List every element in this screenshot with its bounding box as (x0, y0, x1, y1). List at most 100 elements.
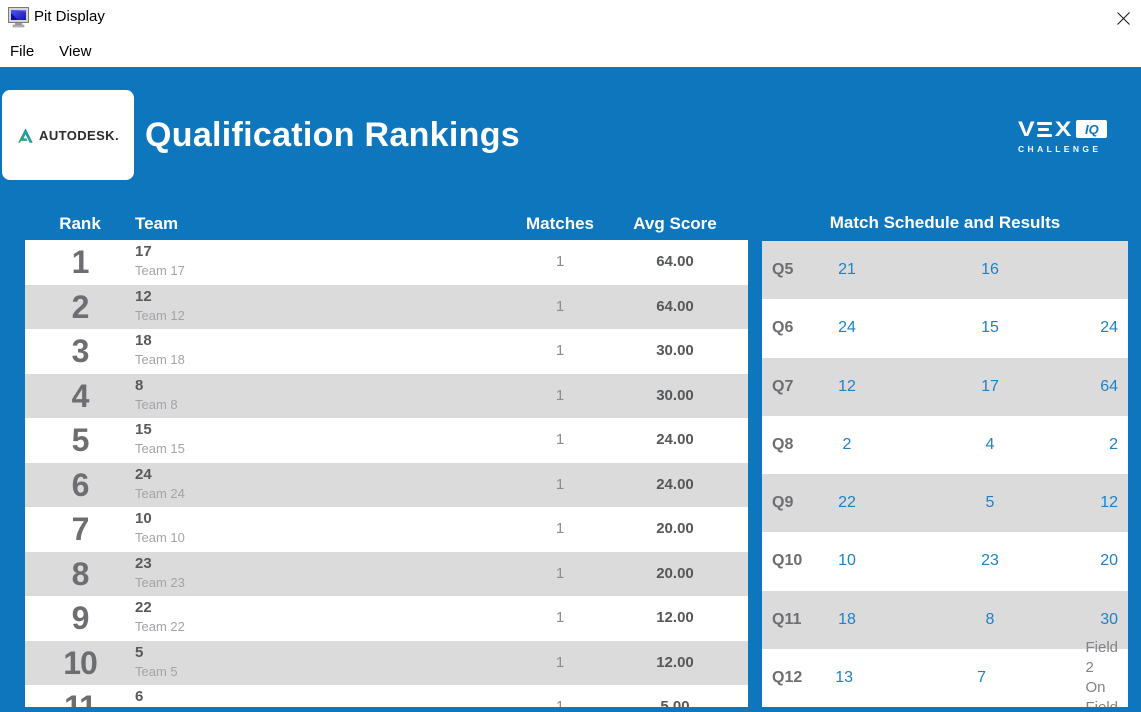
team-number: 10 (135, 510, 152, 527)
team-number: 15 (135, 421, 152, 438)
team-name: Team 22 (135, 619, 185, 634)
match-result-cell: 24 (1098, 299, 1128, 357)
rank-number: 5 (71, 422, 90, 458)
avg-score-value: 30.00 (656, 342, 694, 359)
match-score: 12 (1100, 494, 1118, 512)
team-cell: 8 Team 8 (135, 374, 505, 419)
match-score: 20 (1100, 552, 1118, 570)
ranking-row: 4 8 Team 8 1 30.00 (25, 373, 748, 419)
team-cell: 15 Team 15 (135, 418, 505, 463)
match-team-1: 22 (838, 494, 856, 512)
avg-score-value: 12.00 (656, 609, 694, 626)
team-cell: 6 (135, 685, 505, 707)
ranking-row: 5 15 Team 15 1 24.00 (25, 418, 748, 463)
match-team-1: 13 (835, 668, 854, 686)
team-cell: 24 Team 24 (135, 463, 505, 508)
app-monitor-icon[interactable] (8, 7, 29, 28)
avg-score-value: 24.00 (656, 475, 694, 493)
team-cell: 10 Team 10 (135, 507, 505, 552)
team-number: 6 (135, 688, 144, 705)
schedule-row: Q10 10 23 20 (762, 532, 1128, 591)
avg-score-value: 5.00 (660, 698, 690, 707)
match-result-cell: 12 (1098, 474, 1128, 532)
match-team-2: 16 (981, 261, 999, 279)
rankings-header-row: Rank Team Matches Avg Score (25, 208, 748, 240)
match-team-1: 12 (838, 377, 856, 395)
avg-score-value: 12.00 (656, 653, 694, 671)
vex-challenge-label: CHALLENGE (1018, 144, 1102, 154)
avg-score-value: 30.00 (656, 386, 694, 404)
team-name: Team 17 (135, 263, 185, 278)
match-team-2: 8 (985, 610, 995, 628)
matches-count: 1 (555, 386, 565, 404)
matches-count: 1 (555, 253, 565, 270)
vex-iq-badge: IQ (1076, 120, 1108, 138)
ranking-row: 8 23 Team 23 1 20.00 (25, 551, 748, 597)
match-label: Q6 (772, 319, 794, 337)
team-name: Team 15 (135, 441, 185, 456)
page-title: Qualification Rankings (145, 116, 520, 154)
team-cell: 5 Team 5 (135, 641, 505, 686)
match-label: Q5 (772, 261, 794, 279)
team-name: Team 23 (135, 574, 185, 590)
rank-number: 1 (71, 244, 90, 280)
menu-item-file[interactable]: File (10, 42, 35, 60)
ranking-row: 1 17 Team 17 1 64.00 (25, 240, 748, 285)
matches-count: 1 (555, 564, 565, 582)
rank-number: 11 (64, 689, 97, 707)
vex-letter-e-bars-icon (1036, 121, 1052, 137)
match-team-2: 5 (985, 494, 995, 512)
menu-item-view[interactable]: View (59, 42, 92, 60)
match-score: 64 (1100, 377, 1118, 395)
match-score: 2 (1109, 435, 1118, 453)
ranking-row: 2 12 Team 12 1 64.00 (25, 284, 748, 329)
team-name: Team 10 (135, 530, 185, 545)
team-name: Team 8 (135, 396, 178, 412)
ranking-row: 9 22 Team 22 1 12.00 (25, 596, 748, 641)
rank-number: 3 (71, 333, 90, 369)
match-result-cell: Field 2 On Field (1085, 639, 1128, 707)
match-team-1: 10 (838, 552, 856, 570)
match-label: Q8 (772, 435, 794, 453)
team-name: Team 24 (135, 485, 185, 501)
titlebar: Pit Display (0, 0, 1141, 35)
content-area: AUTODESK. Qualification Rankings V X IQ … (0, 67, 1141, 712)
team-cell: 22 Team 22 (135, 596, 505, 641)
autodesk-wordmark: AUTODESK. (39, 127, 119, 143)
schedule-row: Q12 13 7 Field 2 On Field (762, 639, 1128, 707)
close-button[interactable] (1114, 9, 1132, 27)
rank-number: 8 (71, 555, 90, 592)
rank-number: 7 (71, 511, 90, 547)
rankings-table: 1 17 Team 17 1 64.00 2 12 Team 12 1 64.0… (25, 240, 748, 707)
team-number: 18 (135, 332, 152, 349)
team-number: 24 (135, 465, 152, 483)
match-field-status: On Field (1085, 678, 1118, 707)
autodesk-a-icon (18, 127, 33, 143)
rank-number: 9 (71, 600, 90, 636)
match-label: Q9 (772, 494, 794, 512)
match-label: Q12 (772, 668, 803, 686)
avg-score-column-header: Avg Score (633, 214, 717, 233)
matches-count: 1 (555, 475, 565, 493)
schedule-row: Q5 21 16 (762, 241, 1128, 300)
team-cell: 18 Team 18 (135, 329, 505, 374)
match-label: Q10 (772, 552, 803, 570)
matches-count: 1 (555, 431, 565, 448)
team-name: Team 12 (135, 307, 185, 323)
team-number: 17 (135, 243, 152, 260)
ranking-row: 11 6 1 5.00 (25, 685, 748, 707)
vex-wordmark: V X IQ (1018, 117, 1130, 141)
team-number: 22 (135, 599, 152, 616)
team-cell: 23 Team 23 (135, 552, 505, 597)
match-team-1: 24 (838, 319, 856, 337)
matches-column-header: Matches (525, 214, 595, 233)
match-score: 30 (1100, 610, 1118, 628)
matches-count: 1 (555, 653, 565, 671)
match-result-cell (1098, 241, 1128, 299)
ranking-row: 3 18 Team 18 1 30.00 (25, 329, 748, 374)
match-label: Q11 (772, 610, 802, 628)
ranking-row: 10 5 Team 5 1 12.00 (25, 640, 748, 686)
team-column-header: Team (135, 214, 179, 233)
team-cell: 17 Team 17 (135, 240, 505, 285)
